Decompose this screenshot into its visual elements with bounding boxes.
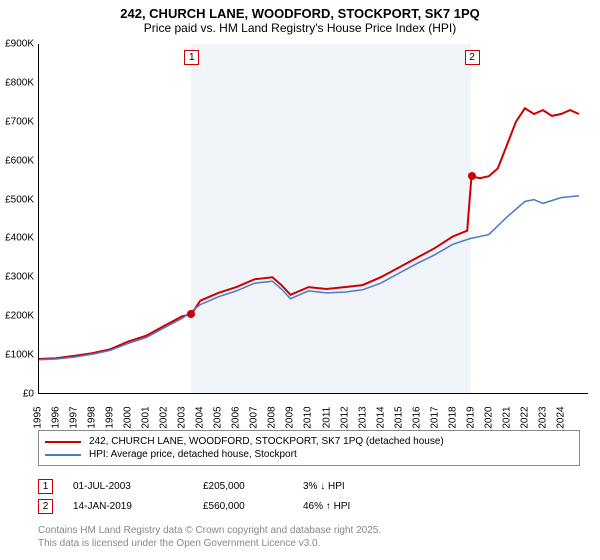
legend-label: HPI: Average price, detached house, Stoc… xyxy=(89,449,297,460)
sale-row: 2 14-JAN-2019£560,00046% ↑ HPI xyxy=(38,496,483,516)
sale-price: £205,000 xyxy=(203,481,303,492)
legend-item: 242, CHURCH LANE, WOODFORD, STOCKPORT, S… xyxy=(45,435,573,448)
y-tick-label: £300K xyxy=(0,272,34,283)
y-tick-label: £700K xyxy=(0,116,34,127)
y-tick-label: £600K xyxy=(0,155,34,166)
legend-label: 242, CHURCH LANE, WOODFORD, STOCKPORT, S… xyxy=(89,436,444,447)
legend-swatch xyxy=(45,441,81,443)
chart-title-2: Price paid vs. HM Land Registry's House … xyxy=(0,21,600,35)
sale-diff: 46% ↑ HPI xyxy=(303,501,483,512)
y-tick-label: £100K xyxy=(0,350,34,361)
chart-lines xyxy=(38,44,588,394)
sale-row-marker: 2 xyxy=(38,499,53,514)
sale-row-marker: 1 xyxy=(38,479,53,494)
series-property xyxy=(38,108,579,359)
y-tick-label: £0 xyxy=(0,389,34,400)
sales-table: 1 01-JUL-2003£205,0003% ↓ HPI 2 14-JAN-2019… xyxy=(38,476,483,516)
y-tick-label: £500K xyxy=(0,194,34,205)
sale-marker-2: 2 xyxy=(465,50,480,65)
sale-date: 14-JAN-2019 xyxy=(73,501,203,512)
sale-marker-1: 1 xyxy=(184,50,199,65)
legend: 242, CHURCH LANE, WOODFORD, STOCKPORT, S… xyxy=(38,430,580,466)
sale-price: £560,000 xyxy=(203,501,303,512)
sale-point-1 xyxy=(187,310,195,318)
sale-row: 1 01-JUL-2003£205,0003% ↓ HPI xyxy=(38,476,483,496)
y-tick-label: £900K xyxy=(0,39,34,50)
sale-point-2 xyxy=(468,172,476,180)
series-hpi xyxy=(38,196,579,360)
chart-title-1: 242, CHURCH LANE, WOODFORD, STOCKPORT, S… xyxy=(0,6,600,21)
footer-line-2: This data is licensed under the Open Gov… xyxy=(38,537,381,550)
y-tick-label: £200K xyxy=(0,311,34,322)
footer-attribution: Contains HM Land Registry data © Crown c… xyxy=(38,524,381,550)
footer-line-1: Contains HM Land Registry data © Crown c… xyxy=(38,524,381,537)
y-tick-label: £800K xyxy=(0,77,34,88)
sale-date: 01-JUL-2003 xyxy=(73,481,203,492)
legend-swatch xyxy=(45,454,81,456)
y-tick-label: £400K xyxy=(0,233,34,244)
legend-item: HPI: Average price, detached house, Stoc… xyxy=(45,448,573,461)
chart-plot-area: £0£100K£200K£300K£400K£500K£600K£700K£80… xyxy=(38,44,588,394)
sale-diff: 3% ↓ HPI xyxy=(303,481,483,492)
